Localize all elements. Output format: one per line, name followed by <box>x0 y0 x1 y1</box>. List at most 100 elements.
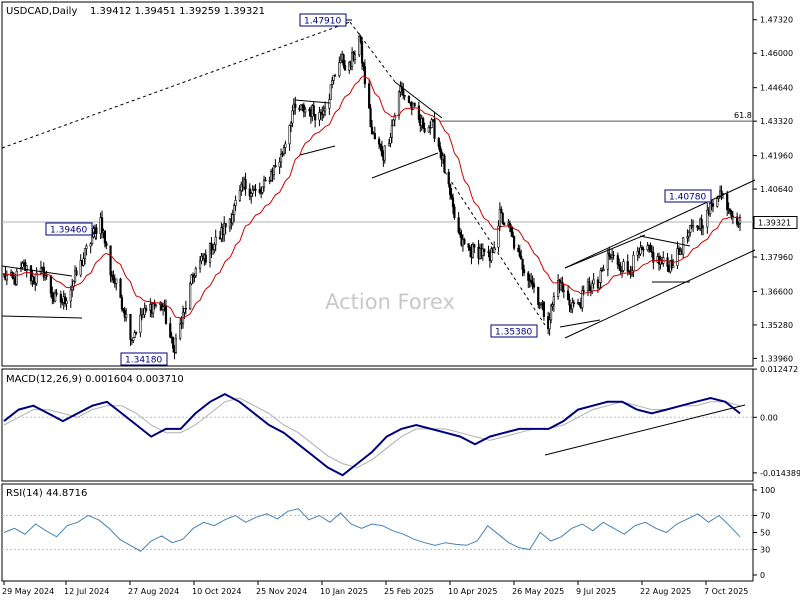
candle-body <box>611 254 614 258</box>
pattern-top-right <box>639 235 691 247</box>
candle-body <box>527 272 530 281</box>
candle-body <box>213 244 216 251</box>
candle-body <box>672 265 675 268</box>
macd-trendline <box>544 404 746 456</box>
candle-body <box>676 248 679 266</box>
candle-body <box>380 146 384 156</box>
candle-body <box>45 275 48 277</box>
candle-body <box>288 125 291 145</box>
date-tick-label: 10 Jan 2025 <box>320 587 368 596</box>
candle-body <box>508 222 511 227</box>
macd-label: MACD(12,26,9) 0.001604 0.003710 <box>6 374 184 385</box>
candle-body <box>521 258 524 270</box>
candle-body <box>548 319 551 330</box>
candle-body <box>720 190 723 194</box>
candle-body <box>115 278 118 284</box>
candle-body <box>487 251 490 254</box>
candle-body <box>95 227 98 234</box>
macd-signal-line <box>3 397 741 469</box>
candle-body <box>696 225 699 228</box>
date-tick-label: 12 Jul 2024 <box>64 587 109 596</box>
triangle-lower <box>371 152 439 179</box>
candle-body <box>189 283 192 310</box>
candle-body <box>517 247 520 252</box>
candle-body <box>63 296 67 304</box>
candle-body <box>75 270 78 276</box>
candle-body <box>453 206 456 218</box>
candle-body <box>392 119 395 127</box>
candle-body <box>82 258 85 266</box>
candle-body <box>224 223 227 228</box>
candle-body <box>119 278 122 298</box>
candle-body <box>109 245 112 276</box>
candle-body <box>373 133 376 140</box>
candle-body <box>473 244 476 248</box>
current-price-label: 1.39321 <box>758 219 791 228</box>
candle-body <box>397 91 401 116</box>
candle-body <box>120 297 124 310</box>
candle-body <box>299 104 303 111</box>
candle-body <box>353 54 357 60</box>
price-annotation-label: 1.47910 <box>304 17 341 27</box>
candle-body <box>85 245 88 249</box>
candle-body <box>129 313 132 340</box>
price-panel <box>1 1 754 367</box>
rsi-panel <box>1 483 754 582</box>
candle-body <box>622 261 625 271</box>
candle-body <box>5 275 8 281</box>
candle-body <box>139 314 142 334</box>
candle-body <box>240 183 243 191</box>
candle-body <box>360 41 364 64</box>
channel-upper-a <box>564 234 646 269</box>
candle-body <box>378 138 381 145</box>
candle-body <box>457 217 460 233</box>
candle-body <box>338 62 341 76</box>
candle-body <box>223 223 226 235</box>
candle-body <box>32 276 35 285</box>
candle-body <box>279 154 283 163</box>
candle-body <box>437 138 440 147</box>
candle-body <box>588 281 591 291</box>
date-tick-label: 25 Feb 2025 <box>384 587 434 596</box>
candle-body <box>282 147 286 154</box>
candle-body <box>21 263 24 268</box>
price-annotation-box <box>299 13 347 27</box>
trendline-dashed-rise <box>1 21 351 149</box>
channel-lower <box>564 249 756 339</box>
candle-body <box>15 270 18 285</box>
ma-line <box>3 75 741 319</box>
price-tick-label: 1.47320 <box>760 16 793 25</box>
candle-body <box>599 270 602 283</box>
candle-body <box>318 112 321 121</box>
candle-body <box>278 161 281 168</box>
price-axis: 1.47320 1.46000 1.44640 1.43320 1.41960 1.406… <box>753 16 793 363</box>
candle-body <box>110 274 114 277</box>
candle-body <box>79 260 82 276</box>
fib-618-label: 61.8 <box>734 111 752 120</box>
candle-body <box>737 223 740 225</box>
candle-body <box>481 248 484 256</box>
candle-body <box>433 119 436 139</box>
candle-body <box>135 332 138 334</box>
price-annotation-box <box>664 189 712 203</box>
candle-body <box>193 275 196 278</box>
candle-body <box>368 83 371 109</box>
candle-body <box>539 302 543 305</box>
candle-body <box>83 248 87 259</box>
candle-body <box>503 222 506 225</box>
candle-body <box>417 105 420 120</box>
date-tick-label: 29 May 2024 <box>2 587 54 596</box>
candle-body <box>204 254 207 263</box>
candle-body <box>608 252 611 257</box>
candle-body <box>458 231 462 236</box>
candle-body <box>738 216 742 225</box>
candle-body <box>211 249 214 255</box>
candle-body <box>358 36 361 56</box>
candle-body <box>72 280 75 287</box>
price-annotation-box <box>120 352 168 366</box>
candle-body <box>329 84 332 100</box>
candle-body <box>312 105 315 115</box>
candle-body <box>90 236 94 245</box>
rsi-line <box>3 508 741 552</box>
